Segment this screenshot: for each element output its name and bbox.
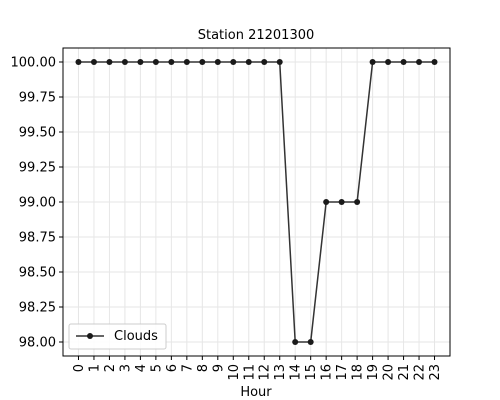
y-tick-label: 98.25: [19, 301, 56, 316]
data-point: [168, 59, 175, 65]
grid: [63, 48, 450, 356]
x-tick-label: 2: [103, 364, 118, 372]
x-tick-label: 13: [273, 364, 288, 381]
x-tick-label: 20: [382, 364, 397, 381]
data-point: [230, 59, 237, 65]
y-tick-label: 98.00: [19, 336, 56, 351]
x-axis: 0 1 2 3 4 5 6 7 8 9 10 11 12 13 14 15 16 17 18 19 20 21 22 23: [72, 356, 443, 381]
data-point: [152, 59, 159, 65]
x-tick-label: 4: [134, 364, 149, 372]
x-tick-label: 5: [149, 364, 164, 372]
x-tick-label: 14: [289, 364, 304, 381]
y-tick-label: 99.75: [19, 91, 56, 106]
data-point: [416, 59, 423, 65]
x-tick-label: 1: [87, 364, 102, 372]
data-point: [307, 339, 314, 345]
legend-label-clouds: Clouds: [114, 329, 158, 344]
y-tick-label: 100.00: [11, 56, 57, 71]
y-tick-label: 99.00: [19, 196, 56, 211]
data-point: [121, 59, 128, 65]
x-tick-label: 16: [320, 364, 335, 381]
series-clouds: [75, 59, 438, 345]
data-point: [276, 59, 283, 65]
data-point: [400, 59, 407, 65]
y-axis: 98.00 98.25 98.50 98.75 99.00 99.25 99.50 99.75…: [11, 56, 63, 351]
y-tick-label: 98.50: [19, 266, 56, 281]
x-tick-label: 12: [258, 364, 273, 381]
x-tick-label: 9: [211, 364, 226, 372]
data-point: [199, 59, 206, 65]
legend: Clouds: [68, 323, 167, 350]
data-point: [292, 339, 299, 345]
data-point: [338, 199, 345, 205]
x-tick-label: 3: [118, 364, 133, 372]
data-point: [106, 59, 113, 65]
x-axis-title: Hour: [240, 385, 272, 400]
data-point: [369, 59, 376, 65]
x-tick-label: 10: [227, 364, 242, 381]
legend-marker-swatch: [87, 333, 93, 339]
x-tick-label: 15: [304, 364, 319, 381]
data-point: [245, 59, 252, 65]
data-point: [323, 199, 330, 205]
chart-title: Station 21201300: [198, 28, 315, 43]
data-point: [354, 199, 361, 205]
x-tick-label: 18: [351, 364, 366, 381]
x-tick-label: 19: [366, 364, 381, 381]
x-tick-label: 17: [335, 364, 350, 381]
data-point: [90, 59, 97, 65]
y-tick-label: 99.25: [19, 161, 56, 176]
data-point: [137, 59, 144, 65]
x-tick-label: 22: [413, 364, 428, 381]
data-point: [431, 59, 438, 65]
x-tick-label: 11: [242, 364, 257, 381]
y-tick-label: 98.75: [19, 231, 56, 246]
x-tick-label: 0: [72, 364, 87, 372]
x-tick-label: 21: [397, 364, 412, 381]
x-tick-label: 23: [428, 364, 443, 381]
y-tick-label: 99.50: [19, 126, 56, 141]
data-point: [385, 59, 392, 65]
data-point: [183, 59, 190, 65]
data-point: [214, 59, 221, 65]
legend-box: [68, 323, 167, 350]
data-point: [261, 59, 268, 65]
x-tick-label: 7: [180, 364, 195, 372]
x-tick-label: 6: [165, 364, 180, 372]
x-tick-label: 8: [196, 364, 211, 372]
data-point: [75, 59, 82, 65]
